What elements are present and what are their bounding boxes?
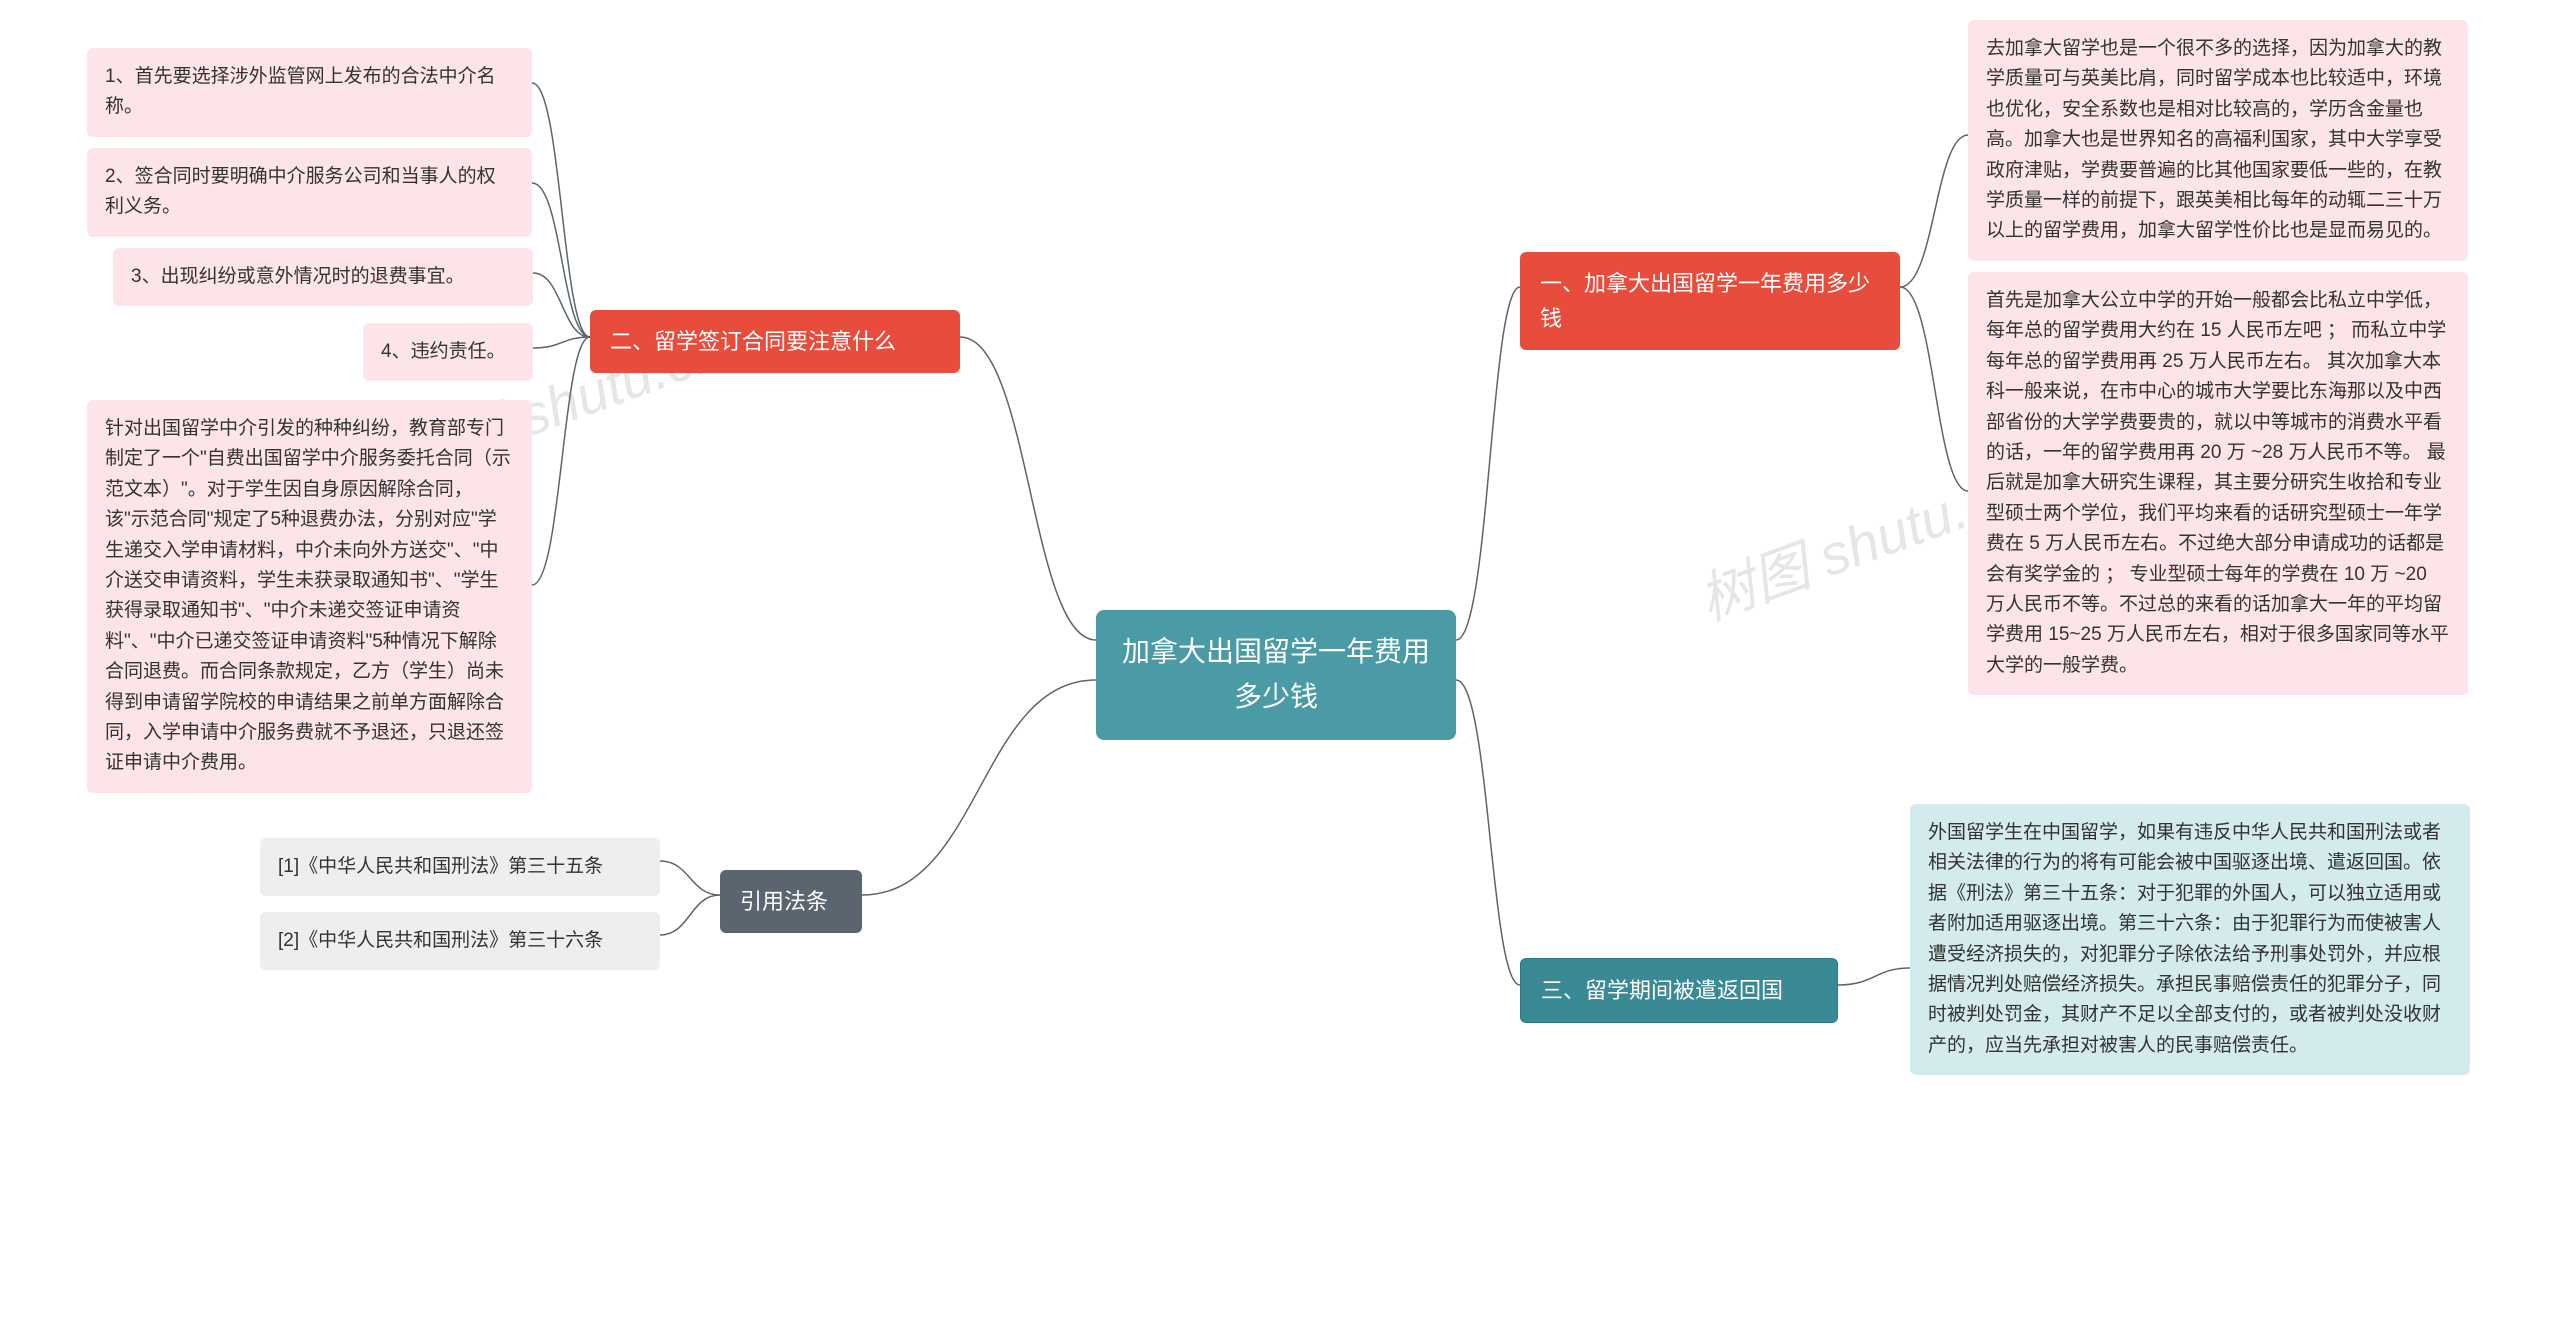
center-line2: 多少钱	[1234, 681, 1318, 712]
branch-1: 一、加拿大出国留学一年费用多少钱	[1520, 252, 1900, 350]
branch-2-leaf-3: 4、违约责任。	[363, 323, 533, 381]
center-node: 加拿大出国留学一年费用 多少钱	[1096, 610, 1456, 740]
branch-4-leaf-0: [1]《中华人民共和国刑法》第三十五条	[260, 838, 660, 896]
branch-4: 引用法条	[720, 870, 862, 933]
branch-3-leaf-0: 外国留学生在中国留学，如果有违反中华人民共和国刑法或者相关法律的行为的将有可能会…	[1910, 804, 2470, 1075]
branch-2-leaf-1: 2、签合同时要明确中介服务公司和当事人的权利义务。	[87, 148, 532, 237]
branch-2: 二、留学签订合同要注意什么	[590, 310, 960, 373]
branch-1-leaf-1: 首先是加拿大公立中学的开始一般都会比私立中学低，每年总的留学费用大约在 15 人…	[1968, 272, 2468, 695]
branch-4-leaf-1: [2]《中华人民共和国刑法》第三十六条	[260, 912, 660, 970]
branch-2-leaf-2: 3、出现纠纷或意外情况时的退费事宜。	[113, 248, 533, 306]
branch-3: 三、留学期间被遣返回国	[1520, 958, 1838, 1023]
center-line1: 加拿大出国留学一年费用	[1122, 636, 1430, 667]
branch-2-leaf-4: 针对出国留学中介引发的种种纠纷，教育部专门制定了一个"自费出国留学中介服务委托合…	[87, 400, 532, 793]
branch-2-leaf-0: 1、首先要选择涉外监管网上发布的合法中介名称。	[87, 48, 532, 137]
branch-1-leaf-0: 去加拿大留学也是一个很不多的选择，因为加拿大的教学质量可与英美比肩，同时留学成本…	[1968, 20, 2468, 261]
